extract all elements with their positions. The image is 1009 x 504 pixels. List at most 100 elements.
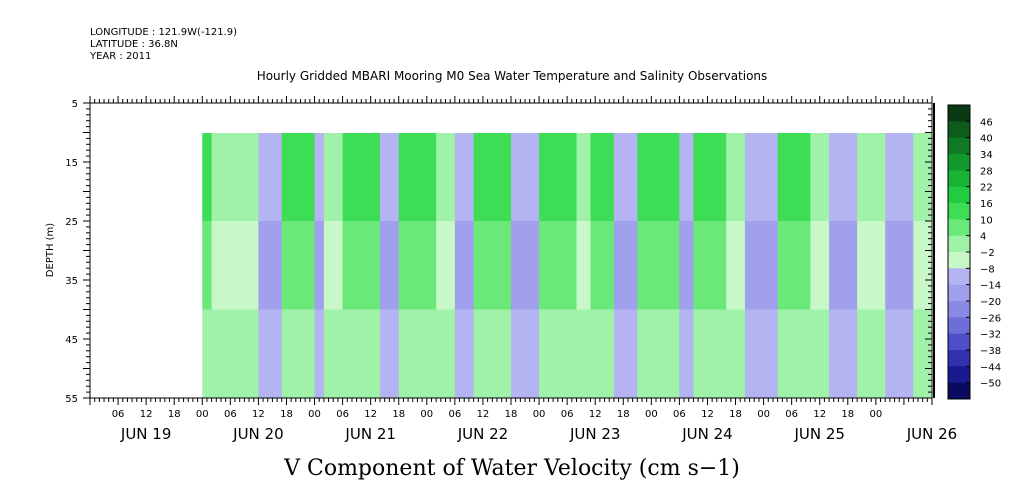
velocity-stripe-16-band-2 (613, 309, 638, 398)
velocity-stripe-12-band-1 (511, 221, 540, 311)
velocity-stripe-26-band-1 (885, 221, 914, 311)
velocity-stripe-4-band-0 (314, 133, 325, 222)
velocity-stripe-23-band-1 (810, 221, 830, 311)
colorbar-segment-15 (948, 350, 970, 367)
velocity-stripe-17-band-0 (637, 133, 680, 222)
x-date-label-3: JUN 22 (457, 425, 508, 443)
x-date-label-6: JUN 25 (793, 425, 844, 443)
velocity-stripe-2-band-2 (258, 309, 283, 398)
x-hour-label-9: 12 (364, 409, 377, 420)
x-axis-label: V Component of Water Velocity (cm s−1) (283, 456, 740, 481)
y-axis: 5 15 25 35 45 55 (65, 99, 932, 405)
x-hour-label-20: 06 (673, 409, 686, 420)
velocity-stripe-2-band-1 (258, 221, 283, 311)
velocity-stripe-22-band-0 (777, 133, 811, 222)
y-axis-label: DEPTH (m) (45, 223, 56, 277)
velocity-stripe-3-band-0 (281, 133, 316, 222)
velocity-stripe-15-band-2 (590, 309, 615, 398)
colorbar-segment-4 (948, 170, 970, 188)
velocity-stripe-0-band-1 (202, 221, 213, 311)
x-date-label-2: JUN 21 (344, 425, 395, 443)
colorbar-segment-11 (948, 284, 970, 302)
x-hour-label-2: 18 (168, 409, 181, 420)
year-label: YEAR : 2011 (89, 51, 151, 62)
colorbar-segment-13 (948, 317, 970, 335)
colorbar-segment-9 (948, 252, 970, 269)
velocity-stripe-10-band-0 (454, 133, 475, 222)
velocity-stripe-8-band-0 (398, 133, 437, 222)
colorbar-segment-3 (948, 154, 970, 171)
velocity-stripe-21-band-1 (744, 221, 779, 311)
x-hour-label-6: 18 (280, 409, 293, 420)
velocity-stripe-18-band-2 (679, 309, 695, 398)
x-hour-label-22: 18 (729, 409, 742, 420)
x-hour-label-25: 12 (813, 409, 826, 420)
velocity-stripe-13-band-2 (539, 309, 578, 398)
velocity-stripe-1-band-0 (211, 133, 259, 222)
velocity-stripe-27-band-2 (913, 309, 931, 398)
colorbar-label-15: −44 (980, 362, 1001, 373)
velocity-stripe-3-band-2 (281, 309, 316, 398)
colorbar-label-6: 10 (980, 215, 993, 226)
velocity-stripe-18-band-0 (679, 133, 695, 222)
x-date-label-4: JUN 23 (569, 425, 620, 443)
velocity-stripe-5-band-2 (323, 309, 344, 398)
colorbar-segment-10 (948, 268, 970, 286)
velocity-stripe-17-band-2 (637, 309, 680, 398)
velocity-stripe-21-band-0 (744, 133, 779, 222)
velocity-stripe-3-band-1 (281, 221, 316, 311)
velocity-stripe-6-band-0 (342, 133, 381, 222)
velocity-stripe-11-band-2 (473, 309, 512, 398)
velocity-stripe-24-band-2 (829, 309, 858, 398)
x-hour-label-23: 00 (757, 409, 770, 420)
x-hour-label-26: 18 (841, 409, 854, 420)
velocity-stripe-5-band-1 (323, 221, 344, 311)
velocity-stripe-7-band-0 (380, 133, 400, 222)
velocity-stripe-2-band-0 (258, 133, 283, 222)
x-hour-label-12: 06 (448, 409, 461, 420)
x-hour-label-19: 00 (645, 409, 658, 420)
x-hour-label-4: 06 (224, 409, 237, 420)
x-hour-label-7: 00 (308, 409, 321, 420)
velocity-stripe-17-band-1 (637, 221, 680, 311)
y-tick-label-35: 35 (65, 276, 78, 287)
colorbar-segment-12 (948, 301, 970, 318)
velocity-stripe-14-band-1 (576, 221, 592, 311)
y-tick-label-45: 45 (65, 335, 78, 346)
x-date-label-7: JUN 26 (906, 425, 957, 443)
velocity-stripe-20-band-1 (726, 221, 746, 311)
velocity-stripe-8-band-1 (398, 221, 437, 311)
velocity-stripe-5-band-0 (323, 133, 344, 222)
colorbar-label-10: −14 (980, 281, 1001, 292)
colorbar-segment-8 (948, 235, 970, 253)
velocity-stripe-13-band-1 (539, 221, 578, 311)
x-axis: 06 12 18 00 06 12 18 00 06 12 18 00 06 12 18 00 06 12 18 00… (89, 96, 957, 443)
velocity-stripe-9-band-2 (436, 309, 456, 398)
velocity-stripe-14-band-2 (576, 309, 592, 398)
y-tick-label-5: 5 (72, 99, 78, 110)
plot-area (89, 102, 935, 399)
velocity-stripe-21-band-2 (744, 309, 779, 398)
colorbar-label-7: 4 (980, 232, 986, 243)
velocity-stripe-12-band-0 (511, 133, 540, 222)
velocity-stripe-9-band-0 (436, 133, 456, 222)
velocity-stripe-22-band-2 (777, 309, 811, 398)
velocity-stripe-11-band-0 (473, 133, 512, 222)
x-hour-label-1: 12 (140, 409, 153, 420)
x-hour-label-16: 06 (561, 409, 574, 420)
velocity-stripe-0-band-2 (202, 309, 213, 398)
x-hour-label-11: 00 (420, 409, 433, 420)
x-hour-label-0: 06 (112, 409, 125, 420)
velocity-stripe-18-band-1 (679, 221, 695, 311)
velocity-stripe-27-band-1 (913, 221, 931, 311)
colorbar-label-11: −20 (980, 297, 1001, 308)
velocity-stripe-8-band-2 (398, 309, 437, 398)
colorbar-segment-14 (948, 333, 970, 351)
x-hour-label-24: 06 (785, 409, 798, 420)
colorbar-label-2: 34 (980, 150, 993, 161)
x-hour-label-5: 12 (252, 409, 265, 420)
x-hour-label-13: 12 (477, 409, 490, 420)
colorbar-label-14: −38 (980, 346, 1001, 357)
velocity-stripe-20-band-0 (726, 133, 746, 222)
